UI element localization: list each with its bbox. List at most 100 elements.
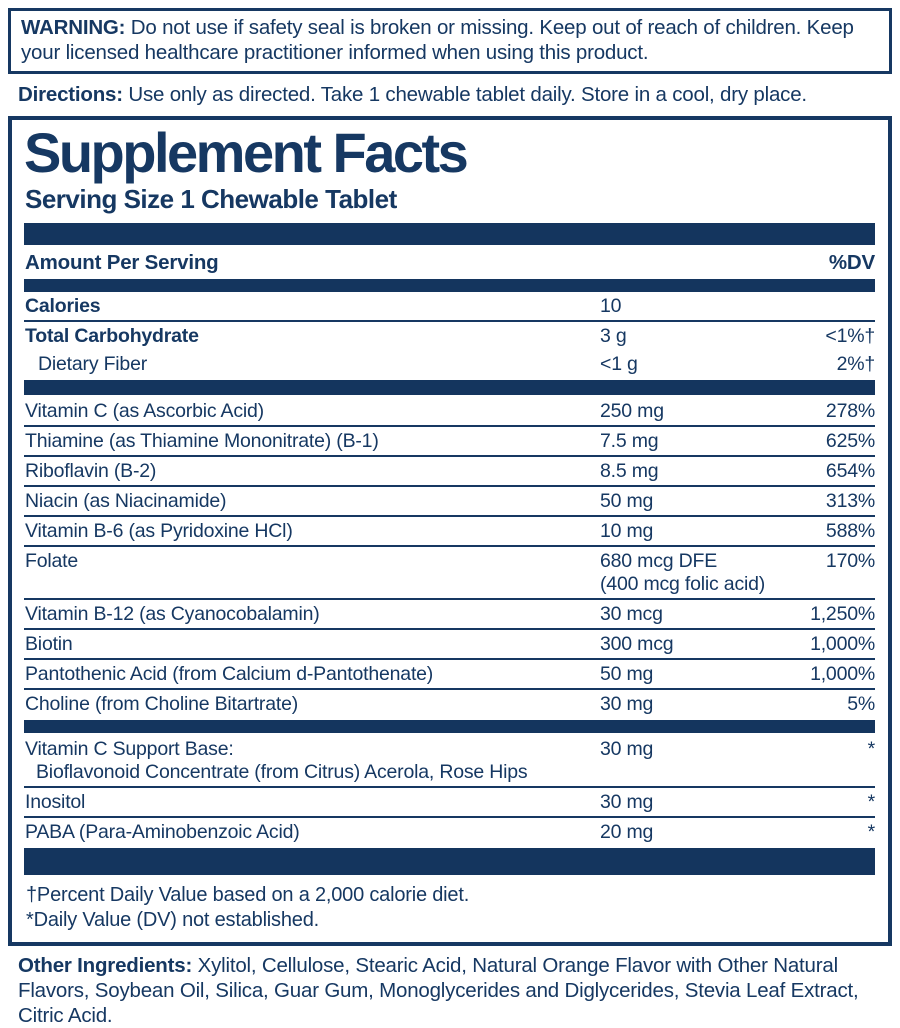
nutrient-row: Vitamin B-12 (as Cyanocobalamin) 30 mcg … <box>24 600 875 631</box>
nutrient-row: Dietary Fiber <1 g 2%† <box>24 350 875 378</box>
nutrient-dv: 313% <box>825 490 875 513</box>
nutrient-name: Inositol <box>25 791 600 814</box>
nutrient-amount-line1: 300 mcg <box>600 633 674 656</box>
nutrient-name: Vitamin B-12 (as Cyanocobalamin) <box>25 603 600 626</box>
nutrient-name-line1: Niacin (as Niacinamide) <box>25 490 227 513</box>
nutrient-dv: * <box>867 738 876 761</box>
nutrient-amount: 3 g <box>600 325 800 348</box>
nutrient-rows: Calories 10 Total Carbohydrate 3 g <1%† … <box>24 292 876 876</box>
nutrient-dv: 5% <box>847 693 875 716</box>
panel-title: Supplement Facts <box>24 121 469 184</box>
nutrient-dv: 2%† <box>836 353 876 376</box>
nutrient-amount: 30 mg <box>600 791 800 814</box>
nutrient-amount: <1 g <box>600 353 800 376</box>
nutrient-name: PABA (Para-Aminobenzoic Acid) <box>25 821 600 844</box>
nutrient-name-line1: Inositol <box>25 791 86 814</box>
nutrient-dv: 1,000% <box>810 663 875 686</box>
divider-bar <box>24 720 875 734</box>
nutrient-name-line1: Biotin <box>25 633 73 656</box>
nutrient-name-line1: Dietary Fiber <box>38 353 148 376</box>
nutrient-dv: 278% <box>825 400 875 423</box>
nutrient-amount-line1: 10 <box>600 295 622 318</box>
nutrient-name-line1: Vitamin C Support Base: <box>25 738 234 761</box>
warning-label: WARNING: <box>21 16 126 39</box>
nutrient-row: Niacin (as Niacinamide) 50 mg 313% <box>24 487 875 518</box>
nutrient-amount: 20 mg <box>600 821 800 844</box>
nutrient-amount-line1: 30 mg <box>600 693 654 716</box>
nutrient-dv: 654% <box>825 460 875 483</box>
nutrient-name-line2: Bioflavonoid Concentrate (from Citrus) A… <box>36 761 528 784</box>
table-header-row: Amount Per Serving %DV <box>24 245 875 279</box>
nutrient-name: Pantothenic Acid (from Calcium d-Pantoth… <box>25 663 600 686</box>
nutrient-amount-line1: 3 g <box>600 325 627 348</box>
nutrient-name: Vitamin B-6 (as Pyridoxine HCl) <box>25 520 600 543</box>
nutrient-amount: 7.5 mg <box>600 430 800 453</box>
nutrient-amount: 30 mg <box>600 738 800 761</box>
nutrient-row: Vitamin C Support Base: Bioflavonoid Con… <box>24 735 876 789</box>
nutrient-name-line1: Folate <box>25 550 78 573</box>
nutrient-dv: 170% <box>825 550 875 573</box>
nutrient-amount-line1: 50 mg <box>600 663 654 686</box>
nutrient-name: Riboflavin (B-2) <box>25 460 600 483</box>
nutrient-amount-line2: (400 mcg folic acid) <box>600 573 766 596</box>
nutrient-name-line1: Calories <box>25 295 101 318</box>
nutrient-name-line1: Choline (from Choline Bitartrate) <box>25 693 299 716</box>
serving-size: Serving Size 1 Chewable Tablet <box>25 184 397 215</box>
nutrient-dv: * <box>867 791 876 814</box>
nutrient-amount: 30 mg <box>600 693 800 716</box>
nutrient-amount-line1: 250 mg <box>600 400 664 423</box>
nutrient-amount: 8.5 mg <box>600 460 800 483</box>
nutrient-amount-line1: 10 mg <box>600 520 654 543</box>
nutrient-amount: 300 mcg <box>600 633 800 656</box>
nutrient-name: Calories <box>25 295 600 318</box>
nutrient-amount: 250 mg <box>600 400 800 423</box>
nutrient-row: Folate 680 mcg DFE (400 mcg folic acid) … <box>24 547 875 601</box>
other-ingredients-label: Other Ingredients: <box>18 954 193 978</box>
nutrient-dv: 1,000% <box>810 633 875 656</box>
nutrient-name-line1: Thiamine (as Thiamine Mononitrate) (B-1) <box>25 430 379 453</box>
nutrient-amount-line1: <1 g <box>600 353 638 376</box>
nutrient-name: Biotin <box>25 633 600 656</box>
nutrient-dv: * <box>867 821 876 844</box>
nutrient-amount: 10 <box>600 295 800 318</box>
nutrient-row: Choline (from Choline Bitartrate) 30 mg … <box>24 690 875 718</box>
footnotes: †Percent Daily Value based on a 2,000 ca… <box>24 877 875 934</box>
divider-bar <box>24 848 875 876</box>
footnote-not-established: *Daily Value (DV) not established. <box>26 908 319 931</box>
nutrient-row: Inositol 30 mg * <box>24 788 876 819</box>
directions-text: Use only as directed. Take 1 chewable ta… <box>122 83 807 106</box>
nutrient-name: Folate <box>25 550 600 573</box>
warning-text: Do not use if safety seal is broken or m… <box>21 16 854 64</box>
nutrient-row: Thiamine (as Thiamine Mononitrate) (B-1)… <box>24 427 875 458</box>
nutrient-row: Calories 10 <box>24 292 875 323</box>
nutrient-amount: 680 mcg DFE (400 mcg folic acid) <box>600 550 800 596</box>
nutrient-amount: 30 mcg <box>600 603 800 626</box>
footnote-daily-value: †Percent Daily Value based on a 2,000 ca… <box>26 884 470 907</box>
nutrient-row: Pantothenic Acid (from Calcium d-Pantoth… <box>24 660 875 691</box>
nutrient-amount-line1: 30 mg <box>600 791 654 814</box>
nutrient-dv: <1%† <box>825 325 875 348</box>
nutrient-row: Biotin 300 mcg 1,000% <box>24 630 875 661</box>
other-ingredients: Other Ingredients: Xylitol, Cellulose, S… <box>8 946 892 1028</box>
nutrient-name: Total Carbohydrate <box>25 325 600 348</box>
amount-per-serving-header: Amount Per Serving <box>25 251 219 275</box>
nutrient-name: Niacin (as Niacinamide) <box>25 490 600 513</box>
directions-label: Directions: <box>18 83 123 106</box>
nutrient-name-line1: Pantothenic Acid (from Calcium d-Pantoth… <box>25 663 434 686</box>
nutrient-amount-line1: 8.5 mg <box>600 460 659 483</box>
nutrient-name-line1: Vitamin B-12 (as Cyanocobalamin) <box>25 603 320 626</box>
nutrient-name-line1: Total Carbohydrate <box>25 325 199 348</box>
nutrient-amount-line1: 30 mg <box>600 738 654 761</box>
nutrient-row: PABA (Para-Aminobenzoic Acid) 20 mg * <box>24 818 875 846</box>
nutrient-name: Vitamin C Support Base: Bioflavonoid Con… <box>25 738 600 784</box>
nutrient-amount-line1: 680 mcg DFE <box>600 550 718 573</box>
directions: Directions: Use only as directed. Take 1… <box>8 74 892 116</box>
divider-bar <box>24 380 875 396</box>
nutrient-row: Riboflavin (B-2) 8.5 mg 654% <box>24 457 875 488</box>
nutrient-dv: 1,250% <box>810 603 875 626</box>
nutrient-name-line1: Riboflavin (B-2) <box>25 460 157 483</box>
nutrient-dv: 625% <box>825 430 875 453</box>
nutrient-amount-line1: 30 mcg <box>600 603 663 626</box>
divider-bar <box>24 223 875 246</box>
